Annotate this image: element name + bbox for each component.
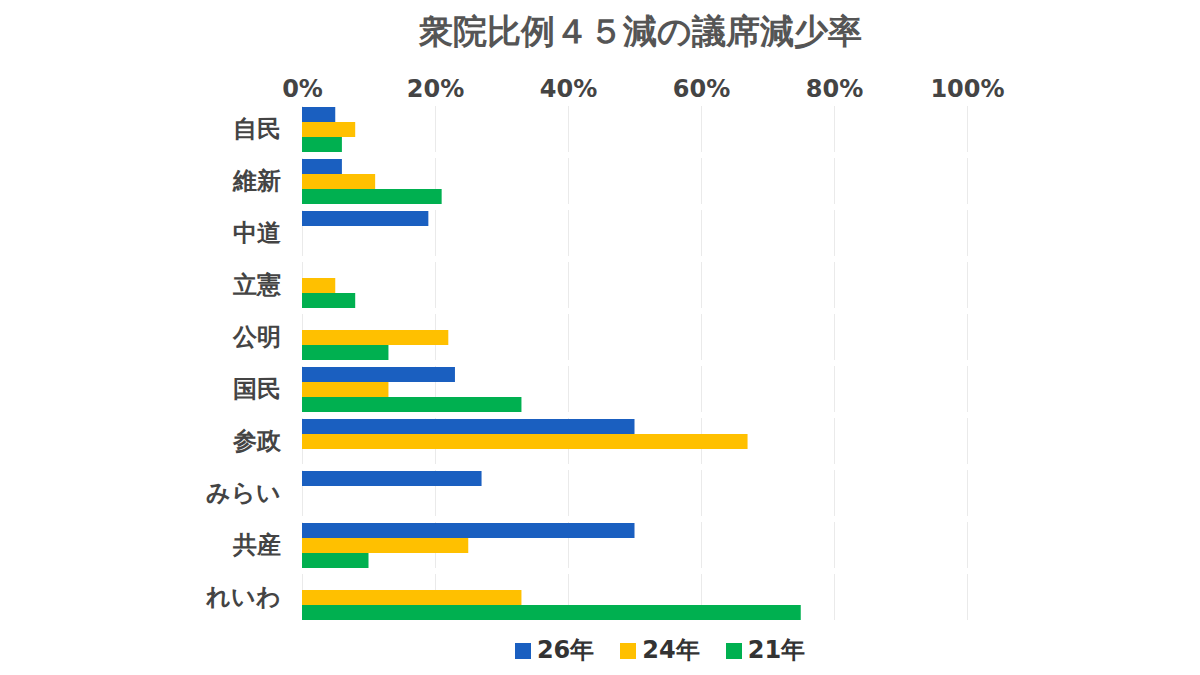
html-text:26年: 26年 [536,636,595,664]
html-text:衆院比例４５減の議席減少率: 衆院比例４５減の議席減少率 [418,11,862,51]
html-text:21年: 21年 [747,636,806,664]
svg-text:参政: 参政 [232,427,282,455]
svg-text:0%: 0% [282,75,323,103]
svg-text:みらい: みらい [206,479,281,507]
svg-text:れいわ: れいわ [205,583,281,611]
svg-text:100%: 100% [930,75,1004,103]
svg-text:立憲: 立憲 [232,271,282,299]
svg-text:中道: 中道 [233,219,281,247]
html-text:24年: 24年 [642,636,700,664]
svg-text:40%: 40% [540,75,597,103]
svg-text:60%: 60% [673,75,730,103]
svg-text:公明: 公明 [232,323,281,351]
svg-text:20%: 20% [407,75,464,103]
svg-text:自民: 自民 [233,115,281,143]
svg-text:共産: 共産 [232,531,281,559]
svg-text:80%: 80% [806,75,863,103]
svg-text:維新: 維新 [232,167,281,195]
svg-text:国民: 国民 [233,375,281,403]
